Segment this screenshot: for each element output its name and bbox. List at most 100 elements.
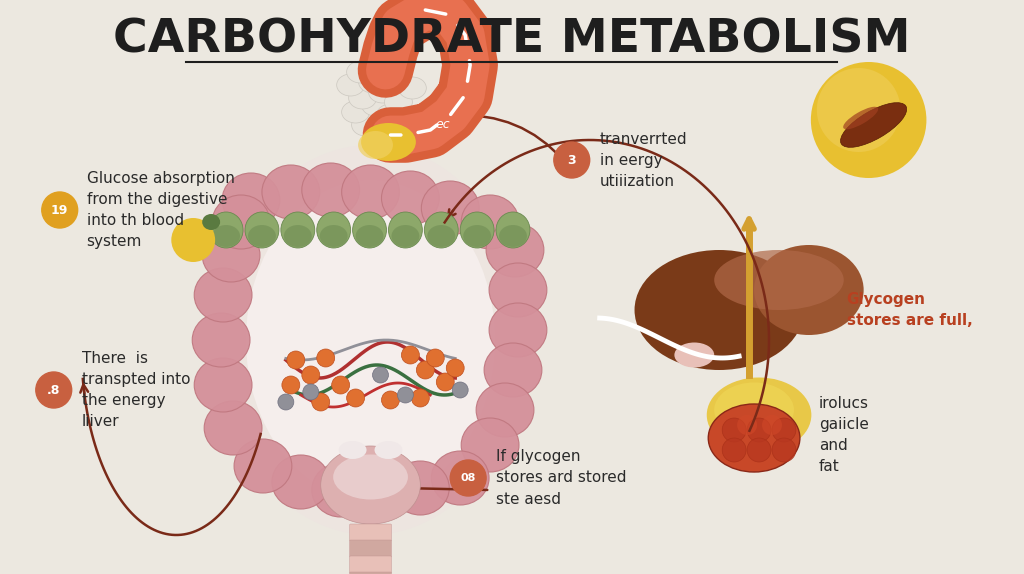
Ellipse shape bbox=[355, 225, 384, 247]
Ellipse shape bbox=[499, 225, 527, 247]
Ellipse shape bbox=[843, 107, 879, 129]
Ellipse shape bbox=[342, 101, 370, 123]
Ellipse shape bbox=[351, 114, 380, 136]
Circle shape bbox=[332, 376, 349, 394]
Circle shape bbox=[382, 391, 399, 409]
Circle shape bbox=[316, 349, 335, 367]
Ellipse shape bbox=[754, 245, 863, 335]
Circle shape bbox=[446, 359, 464, 377]
Ellipse shape bbox=[342, 165, 399, 219]
Ellipse shape bbox=[204, 401, 262, 455]
Ellipse shape bbox=[714, 250, 844, 310]
Ellipse shape bbox=[486, 223, 544, 277]
Ellipse shape bbox=[311, 463, 370, 517]
Ellipse shape bbox=[476, 383, 534, 437]
Circle shape bbox=[772, 418, 796, 442]
Ellipse shape bbox=[635, 250, 804, 370]
Ellipse shape bbox=[195, 268, 252, 322]
Ellipse shape bbox=[431, 451, 489, 505]
Circle shape bbox=[817, 68, 900, 152]
FancyBboxPatch shape bbox=[349, 572, 391, 574]
Ellipse shape bbox=[388, 212, 422, 248]
Circle shape bbox=[451, 460, 486, 496]
Circle shape bbox=[426, 349, 444, 367]
Circle shape bbox=[303, 384, 318, 400]
Ellipse shape bbox=[347, 61, 375, 83]
Ellipse shape bbox=[245, 212, 279, 248]
Ellipse shape bbox=[339, 441, 367, 459]
Ellipse shape bbox=[384, 91, 413, 113]
Text: There  is
transpted into
the energy
liiver: There is transpted into the energy liive… bbox=[82, 351, 190, 429]
Ellipse shape bbox=[391, 225, 420, 247]
Ellipse shape bbox=[348, 87, 377, 109]
Ellipse shape bbox=[427, 225, 456, 247]
Ellipse shape bbox=[216, 145, 525, 535]
Ellipse shape bbox=[281, 212, 314, 248]
Circle shape bbox=[311, 393, 330, 411]
Ellipse shape bbox=[709, 404, 800, 472]
Text: .8: .8 bbox=[47, 383, 60, 397]
Ellipse shape bbox=[246, 180, 495, 500]
Ellipse shape bbox=[463, 225, 492, 247]
Ellipse shape bbox=[496, 212, 530, 248]
Circle shape bbox=[287, 351, 305, 369]
Circle shape bbox=[397, 387, 414, 403]
Ellipse shape bbox=[361, 123, 416, 161]
Ellipse shape bbox=[262, 165, 319, 219]
Ellipse shape bbox=[379, 67, 407, 89]
Ellipse shape bbox=[391, 461, 450, 515]
Text: ec: ec bbox=[435, 118, 450, 131]
Text: Glucose absorption
from the digestive
into th blood
system: Glucose absorption from the digestive in… bbox=[87, 171, 234, 249]
Ellipse shape bbox=[352, 212, 386, 248]
Text: irolucs
gaiicle
and
fat: irolucs gaiicle and fat bbox=[819, 396, 868, 474]
Circle shape bbox=[748, 438, 771, 462]
Ellipse shape bbox=[375, 441, 402, 459]
Ellipse shape bbox=[377, 104, 404, 126]
Ellipse shape bbox=[202, 214, 220, 230]
Ellipse shape bbox=[461, 418, 519, 472]
Text: tranverrted
in eergy
utiiization: tranverrted in eergy utiiization bbox=[600, 131, 687, 188]
Circle shape bbox=[737, 415, 757, 435]
Circle shape bbox=[436, 373, 455, 391]
Ellipse shape bbox=[707, 378, 811, 452]
Ellipse shape bbox=[316, 212, 350, 248]
Circle shape bbox=[722, 438, 746, 462]
Ellipse shape bbox=[484, 343, 542, 397]
Ellipse shape bbox=[675, 343, 714, 367]
Circle shape bbox=[373, 367, 388, 383]
Circle shape bbox=[762, 415, 782, 435]
Circle shape bbox=[42, 192, 78, 228]
Circle shape bbox=[748, 418, 771, 442]
Circle shape bbox=[412, 389, 429, 407]
Circle shape bbox=[278, 394, 294, 410]
Ellipse shape bbox=[333, 455, 408, 499]
Ellipse shape bbox=[489, 263, 547, 317]
Circle shape bbox=[347, 389, 365, 407]
Ellipse shape bbox=[361, 94, 389, 116]
Ellipse shape bbox=[234, 439, 292, 493]
Ellipse shape bbox=[841, 103, 906, 148]
Ellipse shape bbox=[461, 195, 519, 249]
Circle shape bbox=[811, 62, 927, 178]
Text: If glycogen
stores ard stored
ste aesd: If glycogen stores ard stored ste aesd bbox=[496, 449, 627, 506]
Ellipse shape bbox=[284, 225, 311, 247]
Circle shape bbox=[302, 366, 319, 384]
Text: Glycogen
stores are full,: Glycogen stores are full, bbox=[847, 292, 973, 328]
Ellipse shape bbox=[351, 465, 410, 519]
FancyBboxPatch shape bbox=[349, 524, 391, 541]
Ellipse shape bbox=[212, 225, 240, 247]
Circle shape bbox=[772, 438, 796, 462]
Circle shape bbox=[453, 382, 468, 398]
FancyBboxPatch shape bbox=[349, 556, 391, 573]
Ellipse shape bbox=[337, 74, 365, 96]
Ellipse shape bbox=[358, 71, 386, 93]
FancyBboxPatch shape bbox=[349, 540, 391, 557]
Ellipse shape bbox=[209, 212, 243, 248]
Ellipse shape bbox=[714, 382, 794, 437]
Ellipse shape bbox=[319, 225, 347, 247]
Ellipse shape bbox=[460, 212, 494, 248]
Ellipse shape bbox=[321, 446, 420, 524]
Ellipse shape bbox=[195, 358, 252, 412]
Ellipse shape bbox=[193, 313, 250, 367]
Ellipse shape bbox=[369, 81, 396, 103]
